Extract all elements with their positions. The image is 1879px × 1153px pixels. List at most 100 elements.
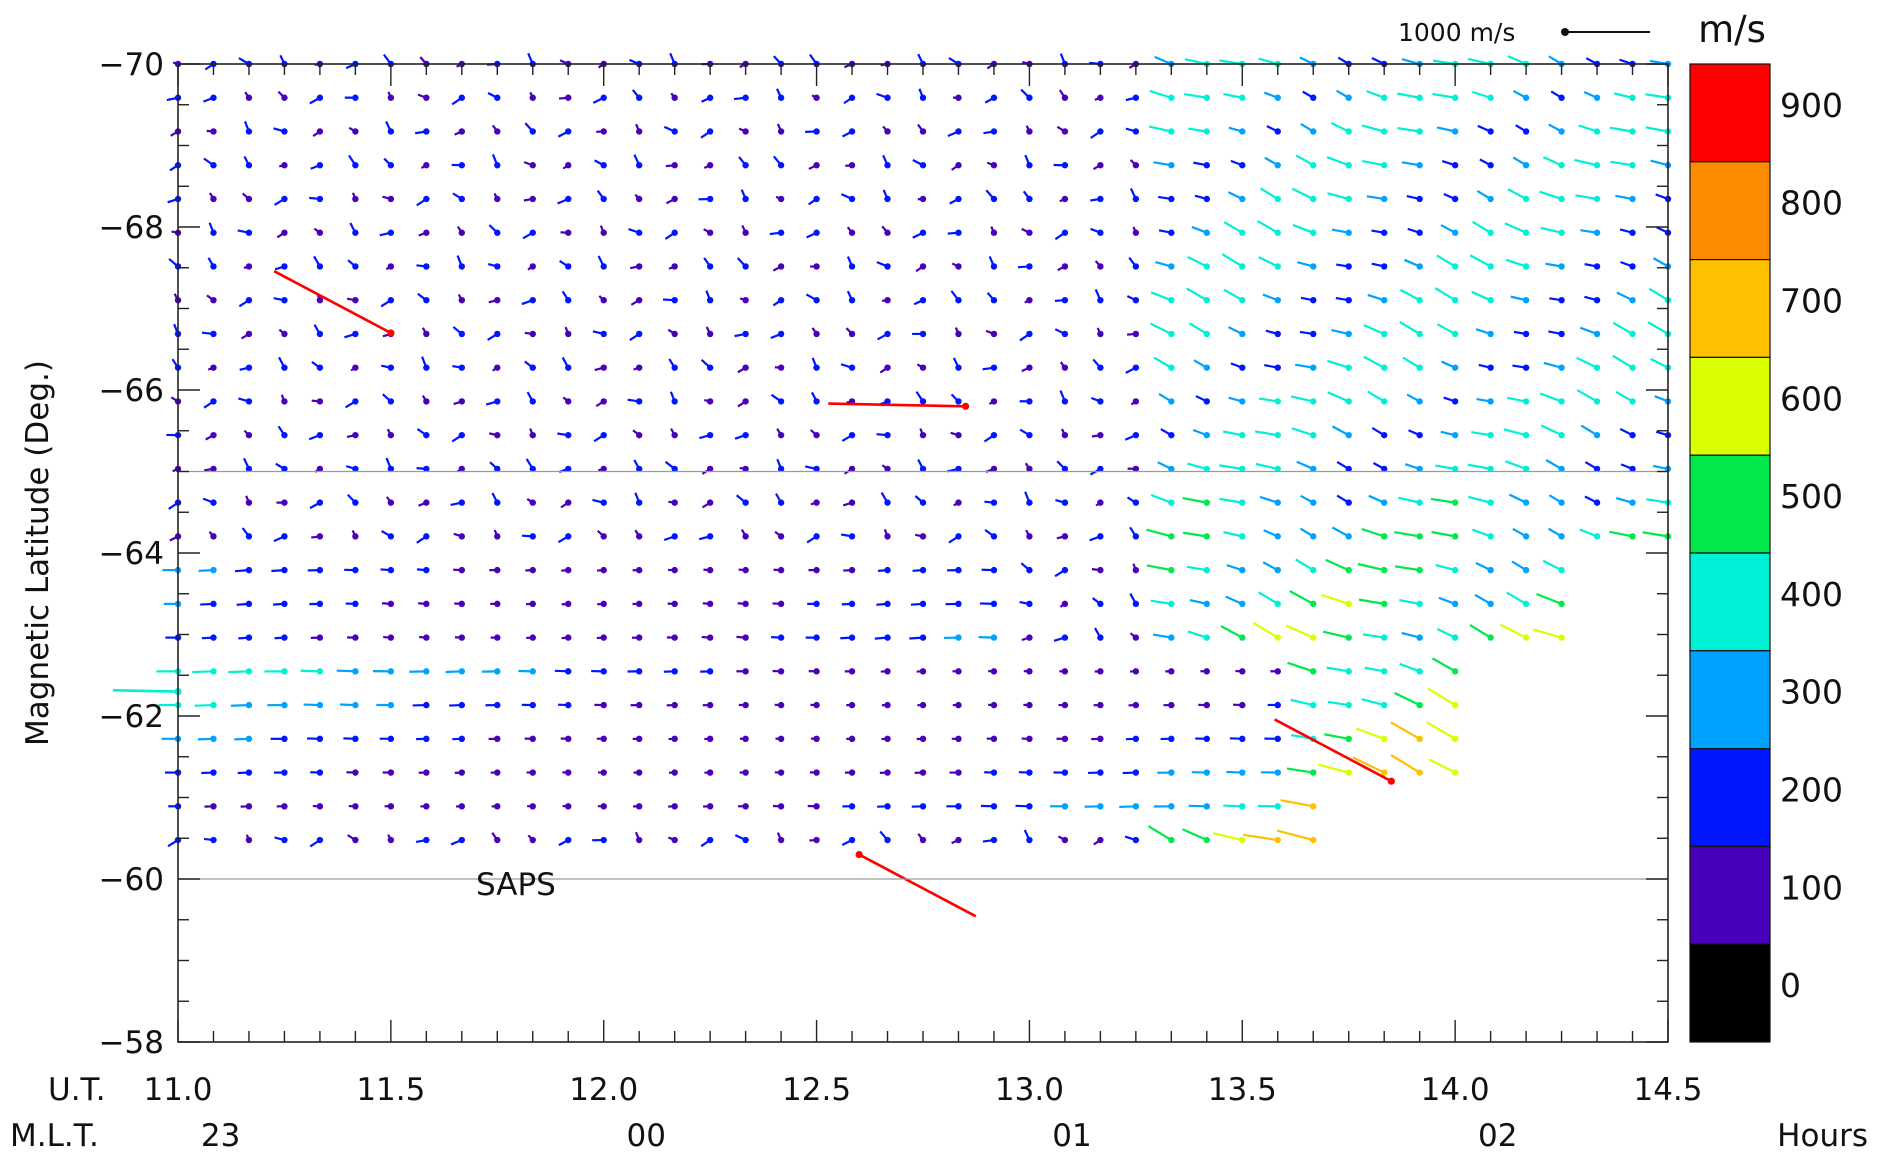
velocity-vector bbox=[1219, 497, 1243, 504]
vector-origin bbox=[1416, 229, 1423, 236]
sample-vector-origin bbox=[387, 329, 395, 337]
vector-origin bbox=[565, 735, 572, 743]
vector-origin bbox=[1026, 634, 1033, 641]
vector-origin bbox=[777, 634, 785, 641]
vector-origin bbox=[529, 668, 536, 675]
vector-origin bbox=[955, 94, 962, 101]
vector-origin bbox=[1310, 600, 1317, 608]
vector-origin bbox=[742, 162, 749, 169]
vector-origin bbox=[848, 668, 856, 675]
vector-origin bbox=[387, 431, 395, 439]
vector-origin bbox=[919, 803, 927, 810]
vector-origin bbox=[1310, 296, 1317, 304]
vector-origin bbox=[387, 566, 395, 574]
vector-origin bbox=[565, 566, 572, 574]
vector-origin bbox=[494, 566, 501, 574]
vector-origin bbox=[281, 668, 288, 675]
vector-origin bbox=[245, 735, 253, 743]
vector-origin bbox=[955, 431, 962, 439]
sample-vector bbox=[112, 688, 179, 693]
vector-origin bbox=[635, 735, 643, 743]
vector-origin bbox=[884, 566, 891, 574]
vector-origin bbox=[777, 566, 785, 574]
vector-origin bbox=[1097, 94, 1104, 101]
vector-origin bbox=[423, 769, 430, 776]
velocity-vector bbox=[1291, 427, 1314, 437]
vector-origin bbox=[1274, 465, 1281, 473]
vector-origin bbox=[387, 769, 395, 776]
vector-origin bbox=[777, 398, 785, 405]
vector-origin bbox=[1451, 94, 1459, 101]
vector-origin bbox=[494, 735, 501, 743]
velocity-vector bbox=[1317, 763, 1349, 774]
vector-origin bbox=[777, 431, 785, 439]
vector-origin bbox=[529, 162, 536, 169]
velocity-vector bbox=[1539, 392, 1562, 403]
vector-origin bbox=[281, 634, 288, 641]
vector-origin bbox=[1026, 229, 1033, 236]
vector-origin bbox=[316, 195, 324, 203]
vector-origin bbox=[1416, 128, 1423, 135]
vector-origin bbox=[1132, 94, 1140, 101]
vector-origin bbox=[1558, 499, 1565, 506]
vector-origin bbox=[1239, 634, 1246, 641]
vector-origin bbox=[423, 431, 430, 439]
vector-origin bbox=[387, 162, 395, 169]
vector-origin bbox=[848, 566, 856, 574]
vector-origin bbox=[1203, 533, 1211, 540]
vector-origin bbox=[1416, 162, 1423, 169]
vector-origin bbox=[210, 263, 217, 270]
vector-origin bbox=[1522, 431, 1530, 439]
vector-origin bbox=[1380, 465, 1388, 473]
vector-origin bbox=[1416, 735, 1423, 743]
vector-origin bbox=[600, 533, 607, 540]
vector-origin bbox=[1026, 364, 1033, 371]
vector-origin bbox=[919, 465, 927, 473]
vector-origin bbox=[919, 229, 927, 236]
vector-origin bbox=[565, 398, 572, 405]
velocity-vector bbox=[1648, 287, 1669, 302]
velocity-vector bbox=[1258, 57, 1279, 66]
scale-vector-label: 1000 m/s bbox=[1398, 18, 1515, 47]
velocity-vector bbox=[1426, 721, 1456, 740]
vector-origin bbox=[1345, 364, 1352, 371]
velocity-vector bbox=[1578, 124, 1598, 133]
vector-origin bbox=[990, 364, 998, 371]
vector-origin bbox=[529, 533, 536, 540]
vector-origin bbox=[245, 803, 253, 810]
vector-origin bbox=[1026, 128, 1033, 135]
velocity-vector bbox=[1357, 562, 1385, 572]
vector-origin bbox=[1239, 296, 1246, 304]
vector-origin bbox=[671, 296, 678, 304]
vector-origin bbox=[1274, 94, 1281, 101]
vector-origin bbox=[1345, 701, 1352, 709]
vector-origin bbox=[245, 769, 253, 776]
vector-origin bbox=[1203, 296, 1211, 304]
vector-origin bbox=[529, 364, 536, 371]
vector-origin bbox=[919, 94, 927, 101]
vector-origin bbox=[990, 162, 998, 169]
vector-origin bbox=[706, 263, 714, 270]
vector-origin bbox=[1132, 162, 1140, 169]
vector-origin bbox=[1132, 499, 1140, 506]
vector-origin bbox=[423, 162, 430, 169]
vector-origin bbox=[990, 803, 998, 810]
vector-origin bbox=[1168, 836, 1175, 844]
vector-origin bbox=[423, 128, 430, 135]
vector-origin bbox=[281, 195, 288, 203]
sample-vector bbox=[858, 853, 977, 918]
vector-origin bbox=[210, 634, 217, 641]
colorbar-segment bbox=[1689, 454, 1771, 554]
vector-origin bbox=[1310, 94, 1317, 101]
vector-origin bbox=[1629, 499, 1636, 506]
vector-origin bbox=[600, 263, 607, 270]
vector-origin bbox=[1097, 803, 1104, 810]
vector-origin bbox=[848, 330, 856, 338]
velocity-vector bbox=[1363, 355, 1385, 369]
vector-origin bbox=[1310, 533, 1317, 540]
vector-origin bbox=[1558, 533, 1565, 540]
vector-origin bbox=[1203, 701, 1211, 709]
vector-origin bbox=[423, 296, 430, 304]
vector-origin bbox=[1629, 229, 1636, 236]
vector-origin bbox=[529, 769, 536, 776]
